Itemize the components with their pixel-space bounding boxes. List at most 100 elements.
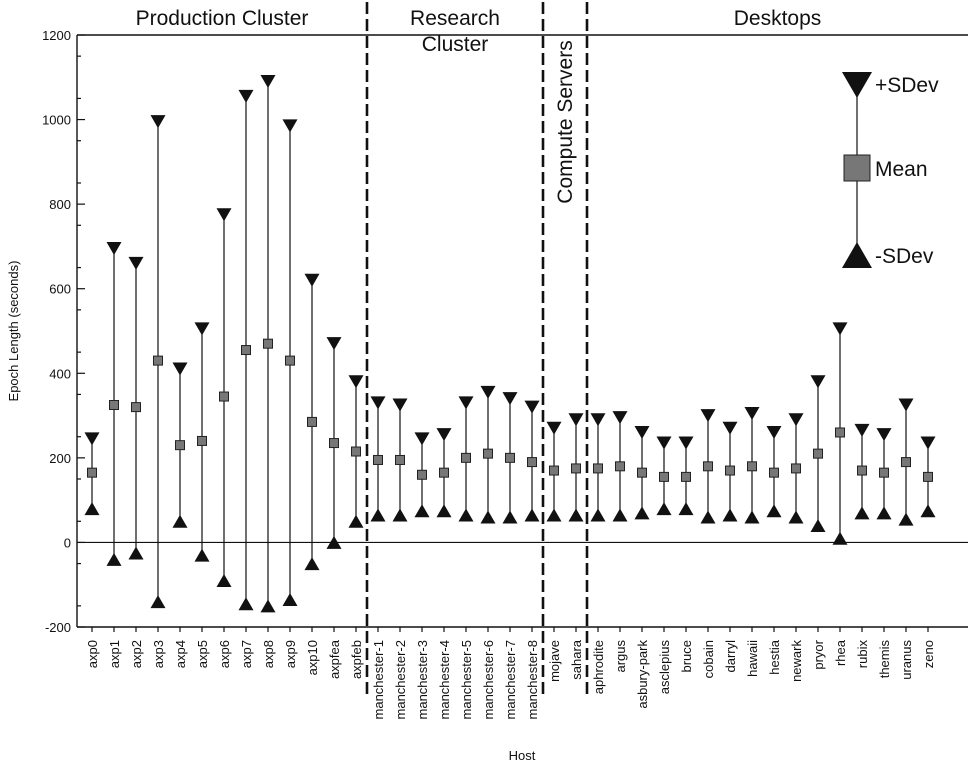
- plus-sdev-marker: [304, 273, 320, 287]
- plus-sdev-marker: [810, 375, 826, 389]
- minus-sdev-marker: [260, 599, 276, 613]
- minus-sdev-marker: [414, 504, 430, 518]
- host-label: axp3: [151, 640, 166, 668]
- minus-sdev-marker: [722, 508, 738, 522]
- plus-sdev-marker: [172, 362, 188, 376]
- x-axis-title: Host: [509, 748, 536, 763]
- host-label: manchester-7: [503, 640, 518, 719]
- plus-sdev-marker: [370, 396, 386, 410]
- plus-sdev-marker: [84, 432, 100, 446]
- region-labels: Production Cluster Research Cluster Compute…: [136, 2, 821, 698]
- host-label: axp5: [195, 640, 210, 668]
- mean-marker: [417, 469, 427, 480]
- mean-marker: [373, 454, 383, 465]
- host-label: sahara: [569, 639, 584, 680]
- host-label: pryor: [811, 639, 826, 669]
- plus-sdev-marker: [546, 421, 562, 435]
- mean-marker: [725, 465, 735, 476]
- minus-sdev-marker: [172, 514, 188, 528]
- mean-marker: [593, 463, 603, 474]
- y-tick-label: 1000: [42, 113, 71, 128]
- plus-sdev-marker: [524, 400, 540, 414]
- minus-sdev-marker: [612, 508, 628, 522]
- host-label: axp2: [129, 640, 144, 668]
- mean-marker: [901, 457, 911, 468]
- mean-marker: [681, 471, 691, 482]
- host-label: axp10: [305, 640, 320, 675]
- error-bars: [84, 75, 936, 613]
- mean-marker: [769, 467, 779, 478]
- y-tick-label: -200: [45, 620, 71, 635]
- mean-marker: [307, 416, 317, 427]
- y-tick-label: 1200: [42, 28, 71, 43]
- host-label: cobain: [701, 640, 716, 678]
- plus-sdev-marker: [656, 436, 672, 450]
- mean-marker: [109, 400, 119, 410]
- mean-marker: [835, 427, 845, 438]
- minus-sdev-marker: [656, 502, 672, 516]
- mean-marker: [175, 440, 185, 451]
- plus-sdev-marker: [876, 428, 892, 442]
- mean-marker: [87, 467, 97, 478]
- host-label: zeno: [921, 640, 936, 668]
- legend-minus-sdev-marker: [842, 242, 872, 268]
- host-label: asbury-park: [635, 640, 650, 709]
- minus-sdev-marker: [84, 502, 100, 516]
- host-label: rhea: [833, 639, 848, 666]
- plus-sdev-marker: [480, 385, 496, 399]
- legend: +SDev Mean -SDev: [842, 72, 939, 268]
- plus-sdev-marker: [634, 425, 650, 439]
- host-label: axp4: [173, 640, 188, 668]
- minus-sdev-marker: [282, 593, 298, 607]
- legend-label: -SDev: [875, 245, 934, 268]
- axes: -200 0 200 400 600 800 1000 1200: [42, 28, 968, 635]
- mean-marker: [703, 461, 713, 472]
- minus-sdev-marker: [348, 514, 364, 528]
- host-label: axp0: [85, 640, 100, 668]
- legend-label: Mean: [875, 158, 928, 181]
- minus-sdev-marker: [370, 508, 386, 522]
- plus-sdev-marker: [348, 375, 364, 389]
- plus-sdev-marker: [216, 208, 232, 222]
- host-label: axpfea: [327, 639, 342, 679]
- minus-sdev-marker: [128, 546, 144, 560]
- plus-sdev-marker: [678, 436, 694, 450]
- minus-sdev-marker: [216, 573, 232, 587]
- host-label: rubix: [855, 640, 870, 669]
- mean-marker: [197, 435, 207, 446]
- mean-marker: [791, 463, 801, 474]
- legend-label: +SDev: [875, 74, 939, 97]
- minus-sdev-marker: [436, 504, 452, 518]
- mean-marker: [131, 402, 141, 413]
- minus-sdev-marker: [678, 502, 694, 516]
- plus-sdev-marker: [788, 413, 804, 427]
- host-label: axp9: [283, 640, 298, 668]
- minus-sdev-marker: [744, 510, 760, 524]
- region-label: Research: [410, 7, 500, 30]
- host-label: manchester-3: [415, 640, 430, 719]
- host-label: axp7: [239, 640, 254, 668]
- plus-sdev-marker: [282, 119, 298, 133]
- minus-sdev-marker: [568, 508, 584, 522]
- y-axis-title: Epoch Length (seconds): [6, 261, 21, 402]
- region-label: Compute Servers: [554, 40, 577, 203]
- minus-sdev-marker: [502, 510, 518, 524]
- minus-sdev-marker: [480, 510, 496, 524]
- minus-sdev-marker: [700, 510, 716, 524]
- host-label: newark: [789, 640, 804, 682]
- mean-marker: [549, 465, 559, 476]
- mean-marker: [505, 452, 515, 463]
- y-tick-label: 800: [49, 197, 71, 212]
- minus-sdev-marker: [392, 508, 408, 522]
- minus-sdev-marker: [194, 548, 210, 562]
- host-label: bruce: [679, 640, 694, 673]
- mean-marker: [263, 338, 273, 349]
- plus-sdev-marker: [128, 256, 144, 270]
- y-tick-label: 400: [49, 366, 71, 381]
- minus-sdev-marker: [920, 504, 936, 518]
- mean-marker: [395, 454, 405, 465]
- host-label: hestia: [767, 639, 782, 674]
- host-label: manchester-1: [371, 640, 386, 719]
- legend-mean-marker: [843, 154, 871, 182]
- host-label: axp8: [261, 640, 276, 668]
